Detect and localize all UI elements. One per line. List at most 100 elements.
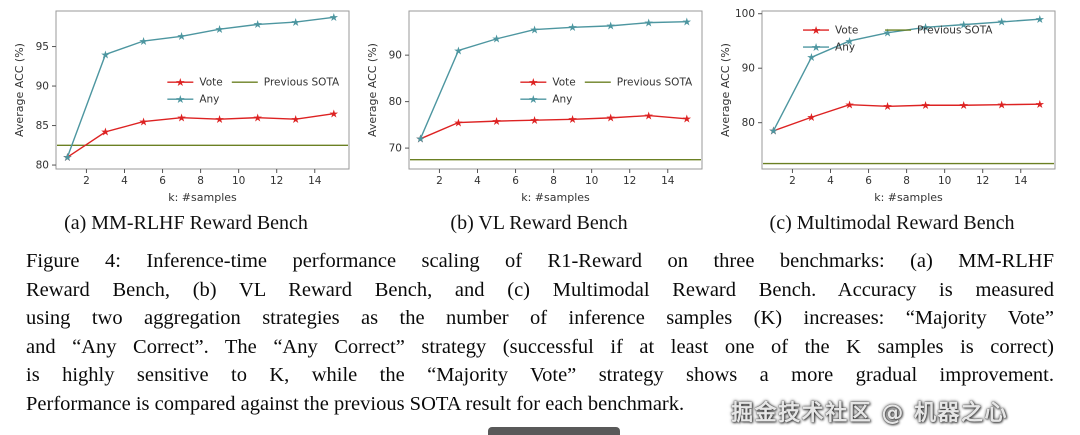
vote-marker: ★ [253, 111, 263, 124]
vote-marker: ★ [215, 113, 225, 126]
vote-marker: ★ [568, 113, 578, 126]
y-tick-label: 80 [742, 117, 755, 129]
chart-b-block: 70 80 90 2 4 6 8 10 12 14 k: #samples Average ACC (… [363, 4, 715, 235]
any-marker: ★ [807, 51, 817, 64]
legend-label-any: Any [199, 94, 219, 106]
chart-c-block: 80 90 100 2 4 6 8 10 12 14 k: #samples Average ACC … [716, 4, 1068, 235]
any-marker: ★ [644, 16, 654, 29]
vote-line [420, 114, 687, 140]
legend-label-previous-sota: Previous SOTA [917, 25, 993, 37]
vote-marker: ★ [415, 133, 425, 146]
any-marker: ★ [253, 18, 263, 31]
any-marker: ★ [139, 35, 149, 48]
x-tick-label: 4 [827, 175, 834, 187]
x-tick-label: 14 [308, 175, 322, 187]
any-marker: ★ [959, 18, 969, 31]
any-marker: ★ [883, 27, 893, 40]
x-tick-label: 2 [83, 175, 90, 187]
vote-marker: ★ [845, 99, 855, 112]
x-tick-label: 4 [121, 175, 128, 187]
plot-frame [408, 10, 703, 170]
vote-marker: ★ [959, 99, 969, 112]
any-marker: ★ [768, 125, 778, 138]
x-tick-label: 6 [159, 175, 166, 187]
x-tick-label: 8 [903, 175, 910, 187]
any-marker: ★ [215, 23, 225, 36]
any-marker: ★ [177, 30, 187, 43]
plot-frame [55, 10, 350, 170]
y-tick-label: 80 [36, 160, 49, 172]
x-tick-label: 8 [550, 175, 557, 187]
vote-line [67, 113, 334, 158]
chart-c-canvas: 80 90 100 2 4 6 8 10 12 14 k: #samples Average ACC … [719, 8, 1056, 204]
caption-line-2: Reward Bench, (b) VL Reward Bench, and (… [26, 278, 1054, 301]
legend-label-vote: Vote [835, 25, 858, 37]
vote-marker: ★ [807, 111, 817, 124]
any-marker: ★ [568, 21, 578, 34]
vote-marker: ★ [101, 126, 111, 139]
any-marker: ★ [454, 44, 464, 57]
y-axis-label: Average ACC (%) [13, 43, 26, 137]
y-tick-label: 90 [389, 50, 402, 62]
x-tick-label: 14 [1014, 175, 1028, 187]
x-axis-label: k: #samples [874, 191, 943, 204]
vote-marker: ★ [1035, 98, 1045, 111]
vote-marker: ★ [530, 114, 540, 127]
vote-marker: ★ [454, 116, 464, 129]
y-tick-label: 90 [742, 63, 755, 75]
vote-marker: ★ [291, 113, 301, 126]
legend-label-vote: Vote [199, 77, 222, 89]
bottom-dark-bar [488, 427, 620, 435]
any-marker: ★ [329, 11, 339, 24]
vote-marker: ★ [997, 99, 1007, 112]
any-marker: ★ [997, 16, 1007, 29]
legend-marker-vote: ★ [175, 76, 185, 89]
legend-marker-vote: ★ [811, 24, 821, 37]
vote-marker: ★ [682, 113, 692, 126]
any-marker: ★ [606, 20, 616, 33]
y-tick-label: 80 [389, 96, 402, 108]
any-marker: ★ [921, 21, 931, 34]
legend-label-any: Any [552, 94, 572, 106]
chart-a-block: 80 85 90 95 2 4 6 8 10 12 14 k: #samples Average ACC… [10, 4, 362, 235]
caption-line-4: and “Any Correct”. The “Any Correct” str… [26, 335, 1054, 358]
caption-line-6: Performance is compared against the prev… [26, 392, 685, 415]
y-tick-label: 85 [36, 120, 49, 132]
y-tick-label: 70 [389, 143, 402, 155]
y-tick-label: 100 [735, 8, 755, 20]
any-marker: ★ [682, 15, 692, 28]
legend-marker-any: ★ [811, 41, 821, 54]
vote-marker: ★ [492, 115, 502, 128]
any-marker: ★ [101, 48, 111, 61]
any-marker: ★ [492, 33, 502, 46]
x-tick-label: 12 [976, 175, 989, 187]
x-axis-label: k: #samples [168, 191, 237, 204]
any-marker: ★ [415, 133, 425, 146]
x-tick-label: 4 [474, 175, 481, 187]
any-marker: ★ [530, 23, 540, 36]
x-tick-label: 6 [512, 175, 519, 187]
vote-marker: ★ [921, 99, 931, 112]
chart-a-subcaption: (a) MM-RLHF Reward Bench [64, 212, 308, 234]
vote-marker: ★ [644, 109, 654, 122]
x-tick-label: 10 [585, 175, 598, 187]
any-marker: ★ [291, 16, 301, 29]
y-axis-label: Average ACC (%) [719, 43, 732, 137]
caption-line-5: is highly sensitive to K, while the “Maj… [26, 364, 1054, 386]
legend-marker-vote: ★ [528, 76, 538, 89]
any-line [66, 16, 334, 158]
legend-label-previous-sota: Previous SOTA [617, 77, 693, 89]
legend-marker-any: ★ [528, 93, 538, 106]
x-tick-label: 8 [197, 175, 204, 187]
any-line [419, 20, 687, 140]
figure-caption: Figure 4: Inference-time performance sca… [0, 247, 1080, 418]
vote-marker: ★ [606, 112, 616, 125]
caption-line-1: Figure 4: Inference-time performance sca… [26, 250, 1054, 272]
any-marker: ★ [845, 35, 855, 48]
legend-label-previous-sota: Previous SOTA [264, 77, 340, 89]
chart-b-subcaption: (b) VL Reward Bench [450, 212, 628, 234]
legend-label-vote: Vote [552, 77, 575, 89]
any-marker: ★ [62, 151, 72, 164]
y-tick-label: 95 [36, 41, 49, 53]
